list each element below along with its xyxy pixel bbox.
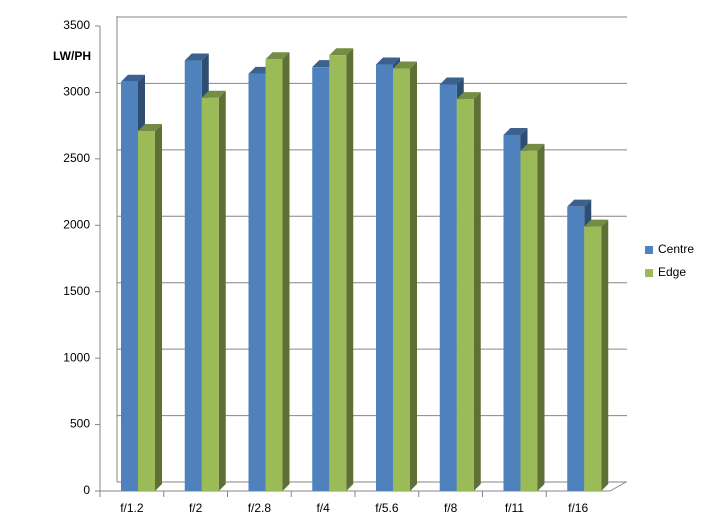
bar-face xyxy=(282,52,290,491)
bar-face xyxy=(312,67,330,491)
bar-face xyxy=(439,84,457,491)
bar xyxy=(520,143,545,491)
bar-face xyxy=(520,143,545,151)
y-tick-label: 1000 xyxy=(63,350,90,364)
x-tick-label: f/8 xyxy=(444,501,458,515)
y-tick-label: 1500 xyxy=(63,284,90,298)
x-tick-label: f/16 xyxy=(568,501,588,515)
bar-face xyxy=(410,61,417,492)
bar-face xyxy=(218,90,226,491)
bar-face xyxy=(537,143,545,491)
y-axis-title: LW/PH xyxy=(53,49,91,63)
bar-face xyxy=(601,219,609,491)
bar-face xyxy=(155,123,162,491)
bar xyxy=(138,123,162,491)
x-tick-label: f/11 xyxy=(505,501,524,515)
bar-face xyxy=(393,68,410,491)
bar-face xyxy=(567,199,592,207)
x-tick-label: f/5.6 xyxy=(375,501,399,515)
bar xyxy=(265,52,290,491)
bar xyxy=(456,92,481,492)
x-tick-label: f/1.2 xyxy=(120,501,144,515)
bar-face xyxy=(376,57,400,65)
x-axis xyxy=(100,481,627,492)
bar-face xyxy=(138,130,155,491)
legend-swatch xyxy=(645,269,653,277)
x-tick-label: f/4 xyxy=(316,501,330,515)
bar-face xyxy=(346,48,354,491)
bar-face xyxy=(265,59,283,491)
y-tick-label: 3500 xyxy=(63,18,90,32)
bar-face xyxy=(584,219,609,227)
bar-face xyxy=(376,64,393,492)
bar-face xyxy=(329,55,347,491)
bar-face xyxy=(567,206,585,491)
y-tick-label: 2000 xyxy=(63,217,90,231)
bar-face xyxy=(456,99,474,492)
bar xyxy=(584,219,609,491)
bar-face xyxy=(184,60,202,492)
y-tick-label: 3000 xyxy=(63,85,90,99)
bar-face xyxy=(393,61,417,69)
bar-face xyxy=(248,73,266,491)
x-tick-label: f/2.8 xyxy=(248,501,272,515)
bar-face xyxy=(329,48,354,56)
legend-label: Edge xyxy=(658,265,686,279)
bar-face xyxy=(201,97,219,491)
bar-face xyxy=(201,90,226,98)
y-tick-label: 500 xyxy=(70,417,90,431)
bar xyxy=(393,61,417,492)
bar-face xyxy=(439,77,464,85)
legend-label: Centre xyxy=(658,242,694,256)
bar-face xyxy=(503,127,528,135)
bar-face xyxy=(265,52,290,60)
x-tick-label: f/2 xyxy=(189,501,203,515)
bar xyxy=(201,90,226,491)
bar-face xyxy=(184,53,209,61)
bar-face xyxy=(503,134,521,491)
bar-face xyxy=(121,81,138,492)
bar-face xyxy=(520,150,538,491)
bar-face xyxy=(473,92,481,492)
y-tick-label: 2500 xyxy=(63,151,90,165)
legend-swatch xyxy=(645,246,653,254)
bar-face xyxy=(138,123,162,131)
bar-face xyxy=(584,226,602,491)
bar-face xyxy=(456,92,481,100)
bar xyxy=(329,48,354,491)
bar-face xyxy=(121,74,145,82)
y-tick-label: 0 xyxy=(83,483,90,497)
